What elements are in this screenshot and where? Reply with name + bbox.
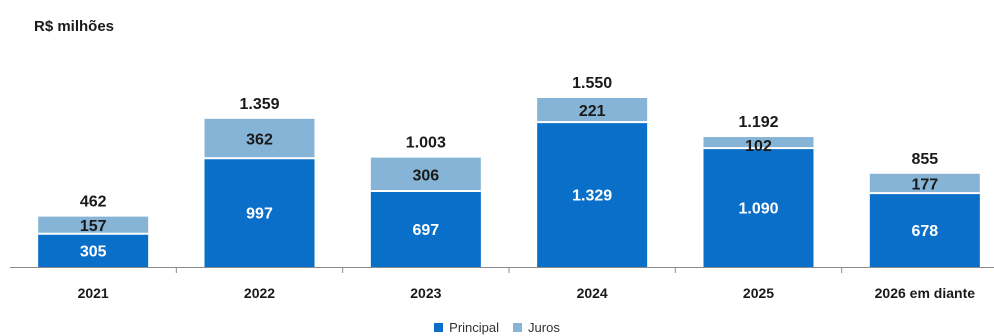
total-label-2023: 1.003 bbox=[406, 135, 446, 152]
data-label-juros-2026 em diante: 177 bbox=[911, 176, 938, 193]
data-label-principal-2025: 1.090 bbox=[738, 201, 778, 218]
data-label-principal-2021: 305 bbox=[80, 243, 107, 260]
bar-principal-2023 bbox=[370, 191, 481, 267]
data-label-juros-2021: 157 bbox=[80, 218, 107, 235]
total-label-2022: 1.359 bbox=[239, 96, 279, 113]
total-label-2021: 462 bbox=[80, 194, 107, 211]
bar-juros-2023 bbox=[370, 157, 481, 192]
data-label-juros-2025: 102 bbox=[745, 138, 772, 155]
legend-item-principal: Principal bbox=[434, 320, 499, 335]
x-tick-label-2024: 2024 bbox=[577, 285, 608, 301]
bar-principal-2026 em diante bbox=[869, 193, 980, 267]
total-label-2026 em diante: 855 bbox=[911, 151, 938, 168]
legend-swatch-juros bbox=[513, 322, 523, 332]
total-label-2025: 1.192 bbox=[738, 114, 778, 131]
legend-item-juros: Juros bbox=[513, 320, 560, 335]
x-tick-label-2026 em diante: 2026 em diante bbox=[875, 285, 976, 301]
stacked-bar-chart: 305 157 462 2021 997 362 1.359 2022 697 306 1.003 2… bbox=[10, 75, 994, 301]
bar-juros-2021 bbox=[38, 216, 149, 234]
data-label-juros-2022: 362 bbox=[246, 132, 273, 149]
bar-juros-2025 bbox=[703, 137, 814, 149]
legend-swatch-principal bbox=[434, 322, 444, 332]
x-tick-label-2025: 2025 bbox=[743, 285, 774, 301]
bar-principal-2021 bbox=[38, 233, 149, 267]
bar-principal-2022 bbox=[204, 158, 315, 267]
data-label-principal-2023: 697 bbox=[412, 222, 439, 239]
unit-label: R$ milhões bbox=[34, 18, 115, 35]
x-tick-label-2022: 2022 bbox=[244, 285, 275, 301]
bar-principal-2025 bbox=[703, 148, 814, 267]
data-label-principal-2026 em diante: 678 bbox=[911, 223, 938, 240]
data-label-principal-2022: 997 bbox=[246, 206, 273, 223]
total-label-2024: 1.550 bbox=[572, 75, 612, 92]
x-tick-label-2023: 2023 bbox=[410, 285, 441, 301]
bar-juros-2024 bbox=[537, 98, 648, 123]
x-tick-label-2021: 2021 bbox=[78, 285, 109, 301]
bar-juros-2022 bbox=[204, 118, 315, 159]
data-label-juros-2024: 221 bbox=[579, 103, 606, 120]
bar-principal-2024 bbox=[537, 122, 648, 267]
data-label-principal-2024: 1.329 bbox=[572, 188, 612, 205]
legend-label-principal: Principal bbox=[449, 319, 500, 335]
legend-label-juros: Juros bbox=[528, 319, 560, 335]
bar-juros-2026 em diante bbox=[869, 173, 980, 194]
data-label-juros-2023: 306 bbox=[412, 167, 439, 184]
legend: Principal Juros bbox=[0, 318, 994, 336]
